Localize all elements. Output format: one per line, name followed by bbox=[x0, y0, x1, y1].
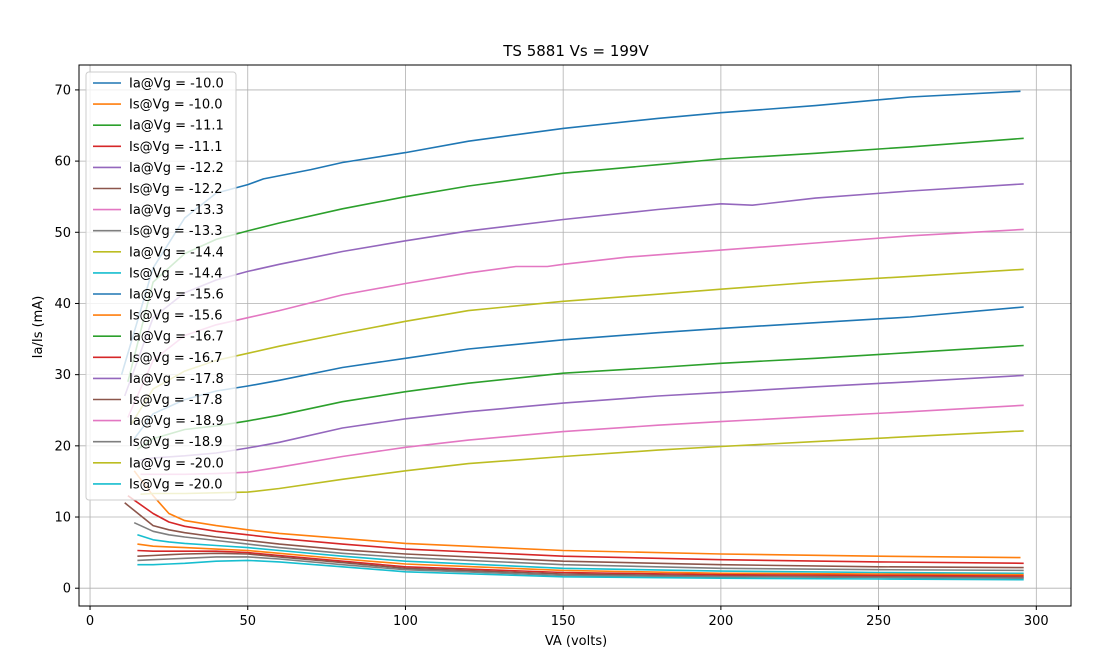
legend-label: Ia@Vg = -14.4 bbox=[129, 245, 224, 260]
x-axis-label: VA (volts) bbox=[545, 634, 607, 649]
series-line bbox=[133, 470, 1021, 559]
y-tick-label: 0 bbox=[63, 582, 71, 597]
x-tick-label: 100 bbox=[393, 614, 418, 629]
series-line bbox=[137, 556, 1024, 579]
legend-box bbox=[85, 71, 237, 501]
y-tick-label: 70 bbox=[54, 83, 71, 98]
series-line bbox=[133, 521, 1024, 572]
legend-label: Is@Vg = -20.0 bbox=[129, 477, 223, 492]
legend-label: Is@Vg = -18.9 bbox=[129, 435, 223, 450]
legend: Ia@Vg = -10.0 Is@Vg = -10.0 Ia@Vg = -11.1 I… bbox=[85, 71, 237, 501]
series-line bbox=[137, 559, 1024, 581]
y-axis-label: Ia/Is (mA) bbox=[31, 296, 46, 359]
y-tick-label: 50 bbox=[54, 226, 71, 241]
y-tick-label: 20 bbox=[54, 439, 71, 454]
legend-label: Ia@Vg = -18.9 bbox=[129, 414, 224, 429]
x-tick-label: 250 bbox=[866, 614, 891, 629]
x-tick-label: 50 bbox=[239, 614, 256, 629]
chart-title: TS 5881 Vs = 199V bbox=[502, 42, 649, 60]
legend-label: Ia@Vg = -17.8 bbox=[129, 372, 224, 387]
y-tick-label: 30 bbox=[54, 368, 71, 383]
series-line bbox=[137, 549, 1024, 577]
y-tick-label: 40 bbox=[54, 297, 71, 312]
series-line bbox=[124, 502, 1024, 569]
legend-label: Is@Vg = -13.3 bbox=[129, 224, 223, 239]
legend-label: Ia@Vg = -15.6 bbox=[129, 288, 224, 303]
legend-label: Ia@Vg = -12.2 bbox=[129, 161, 224, 176]
y-tick-label: 10 bbox=[54, 511, 71, 526]
legend-label: Is@Vg = -12.2 bbox=[129, 182, 223, 197]
legend-label: Ia@Vg = -11.1 bbox=[129, 119, 224, 134]
grid bbox=[79, 65, 1071, 606]
legend-label: Is@Vg = -17.8 bbox=[129, 393, 223, 408]
legend-label: Ia@Vg = -10.0 bbox=[129, 77, 224, 92]
x-tick-label: 300 bbox=[1024, 614, 1049, 629]
legend-label: Is@Vg = -16.7 bbox=[129, 351, 223, 366]
x-tick-label: 0 bbox=[86, 614, 94, 629]
series-line bbox=[127, 495, 1024, 565]
x-tick-label: 150 bbox=[551, 614, 576, 629]
legend-label: Ia@Vg = -20.0 bbox=[129, 456, 224, 471]
plot-frame bbox=[78, 64, 1072, 607]
series-line bbox=[137, 543, 1024, 576]
legend-label: Ia@Vg = -16.7 bbox=[129, 330, 224, 345]
legend-label: Is@Vg = -11.1 bbox=[129, 140, 223, 155]
legend-label: Is@Vg = -14.4 bbox=[129, 266, 223, 281]
y-axis: 0 10 20 30 40 50 60 70 bbox=[54, 83, 79, 597]
series-line bbox=[137, 534, 1024, 575]
legend-label: Ia@Vg = -13.3 bbox=[129, 203, 224, 218]
x-tick-label: 200 bbox=[708, 614, 733, 629]
legend-label: Is@Vg = -15.6 bbox=[129, 309, 223, 324]
y-tick-label: 60 bbox=[54, 155, 71, 170]
legend-label: Is@Vg = -10.0 bbox=[129, 98, 223, 113]
x-axis: 0 50 100 150 200 250 300 bbox=[86, 606, 1049, 629]
